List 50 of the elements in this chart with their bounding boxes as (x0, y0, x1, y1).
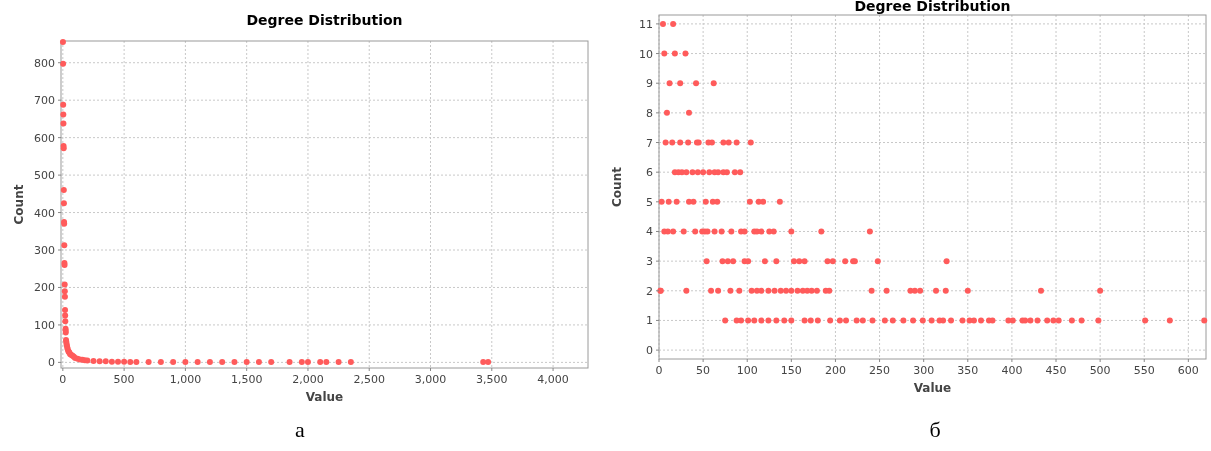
y-tick-label: 300 (34, 244, 55, 258)
x-tick-label: 150 (780, 364, 802, 377)
x-tick-label: 100 (736, 364, 758, 377)
x-tick-label: 0 (655, 364, 663, 377)
x-tick-label: 300 (913, 364, 935, 377)
x-tick-label: 600 (1177, 364, 1199, 377)
y-tick-label: 800 (34, 56, 55, 70)
y-tick-label: 6 (646, 166, 653, 180)
y-tick-label: 600 (34, 131, 55, 145)
x-tick-label: 500 (113, 373, 135, 386)
x-tick-label: 0 (59, 373, 67, 386)
x-tick-label: 4,000 (537, 373, 569, 386)
y-tick-label: 500 (34, 169, 55, 183)
y-tick-label: 2 (646, 284, 653, 298)
y-tick-label: 8 (646, 106, 653, 120)
y-tick-label: 10 (639, 47, 653, 61)
x-tick-label: 2,000 (292, 373, 324, 386)
x-tick-label: 500 (1089, 364, 1111, 377)
y-tick-label: 400 (34, 206, 55, 220)
x-axis-title: Value (305, 390, 344, 404)
x-tick-label: 400 (1001, 364, 1023, 377)
x-tick-label: 2,500 (353, 373, 385, 386)
x-tick-label: 200 (824, 364, 846, 377)
y-axis-title: Count (12, 184, 26, 225)
y-tick-label: 0 (646, 344, 653, 358)
y-axis-title: Count (610, 166, 624, 207)
y-tick-label: 3 (646, 255, 653, 269)
y-tick-label: 9 (646, 77, 653, 91)
y-tick-label: 4 (646, 225, 653, 239)
text: б (929, 417, 941, 442)
chart-title: Degree Distribution (246, 12, 403, 28)
x-axis-title: Value (913, 381, 952, 395)
y-tick-label: 200 (34, 281, 55, 295)
x-tick-label: 1,000 (169, 373, 202, 386)
x-tick-label: 50 (696, 364, 711, 377)
y-tick-label: 11 (639, 17, 653, 31)
text: а (295, 417, 306, 442)
chart-title: Degree Distribution (854, 0, 1011, 14)
y-tick-label: 1 (646, 314, 653, 328)
y-tick-label: 7 (646, 136, 653, 150)
y-tick-label: 700 (34, 94, 55, 108)
y-tick-label: 100 (34, 318, 55, 332)
x-tick-label: 1,500 (230, 373, 263, 386)
x-tick-label: 3,000 (414, 373, 447, 386)
x-tick-label: 550 (1133, 364, 1155, 377)
x-tick-label: 350 (957, 364, 979, 377)
x-tick-label: 450 (1045, 364, 1067, 377)
x-tick-label: 3,500 (476, 373, 508, 386)
x-tick-label: 250 (869, 364, 891, 377)
y-tick-label: 5 (646, 195, 653, 209)
